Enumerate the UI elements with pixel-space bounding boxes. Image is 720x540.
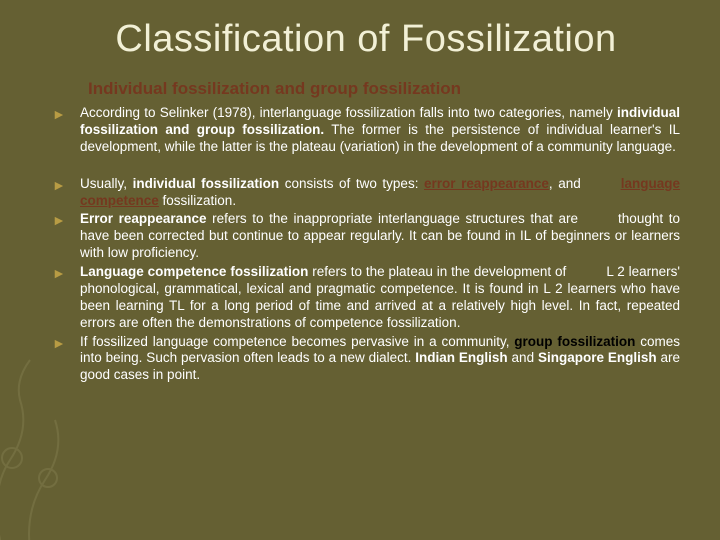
- text-span: error reappearance: [424, 176, 549, 191]
- bullet-item: Error reappearance refers to the inappro…: [52, 211, 680, 262]
- text-span: refers to the inappropriate interlanguag…: [206, 211, 578, 226]
- text-span: and: [508, 350, 538, 365]
- text-span: If fossilized language competence become…: [80, 334, 514, 349]
- text-span: Indian English: [415, 350, 507, 365]
- slide: Classification of Fossilization Individu…: [0, 0, 720, 540]
- text-span: group fossilization: [514, 334, 635, 349]
- bullet-item: Language competence fossilization refers…: [52, 264, 680, 332]
- text-span: Language competence fossilization: [80, 264, 308, 279]
- text-span: refers to the plateau in the development…: [308, 264, 566, 279]
- text-span: Error reappearance: [80, 211, 206, 226]
- bullet-item: According to Selinker (1978), interlangu…: [52, 105, 680, 156]
- text-span: fossilization.: [159, 193, 236, 208]
- text-span: Singapore English: [538, 350, 657, 365]
- slide-title: Classification of Fossilization: [52, 18, 680, 61]
- text-span: , and: [549, 176, 581, 191]
- bullet-list: According to Selinker (1978), interlangu…: [52, 105, 680, 384]
- slide-subhead: Individual fossilization and group fossi…: [88, 79, 680, 99]
- bullet-item: Usually, individual fossilization consis…: [52, 176, 680, 210]
- text-span: According to Selinker (1978), interlangu…: [80, 105, 617, 120]
- text-span: consists of two types:: [279, 176, 424, 191]
- text-span: individual fossilization: [133, 176, 280, 191]
- text-span: Usually,: [80, 176, 133, 191]
- bullet-item: If fossilized language competence become…: [52, 334, 680, 385]
